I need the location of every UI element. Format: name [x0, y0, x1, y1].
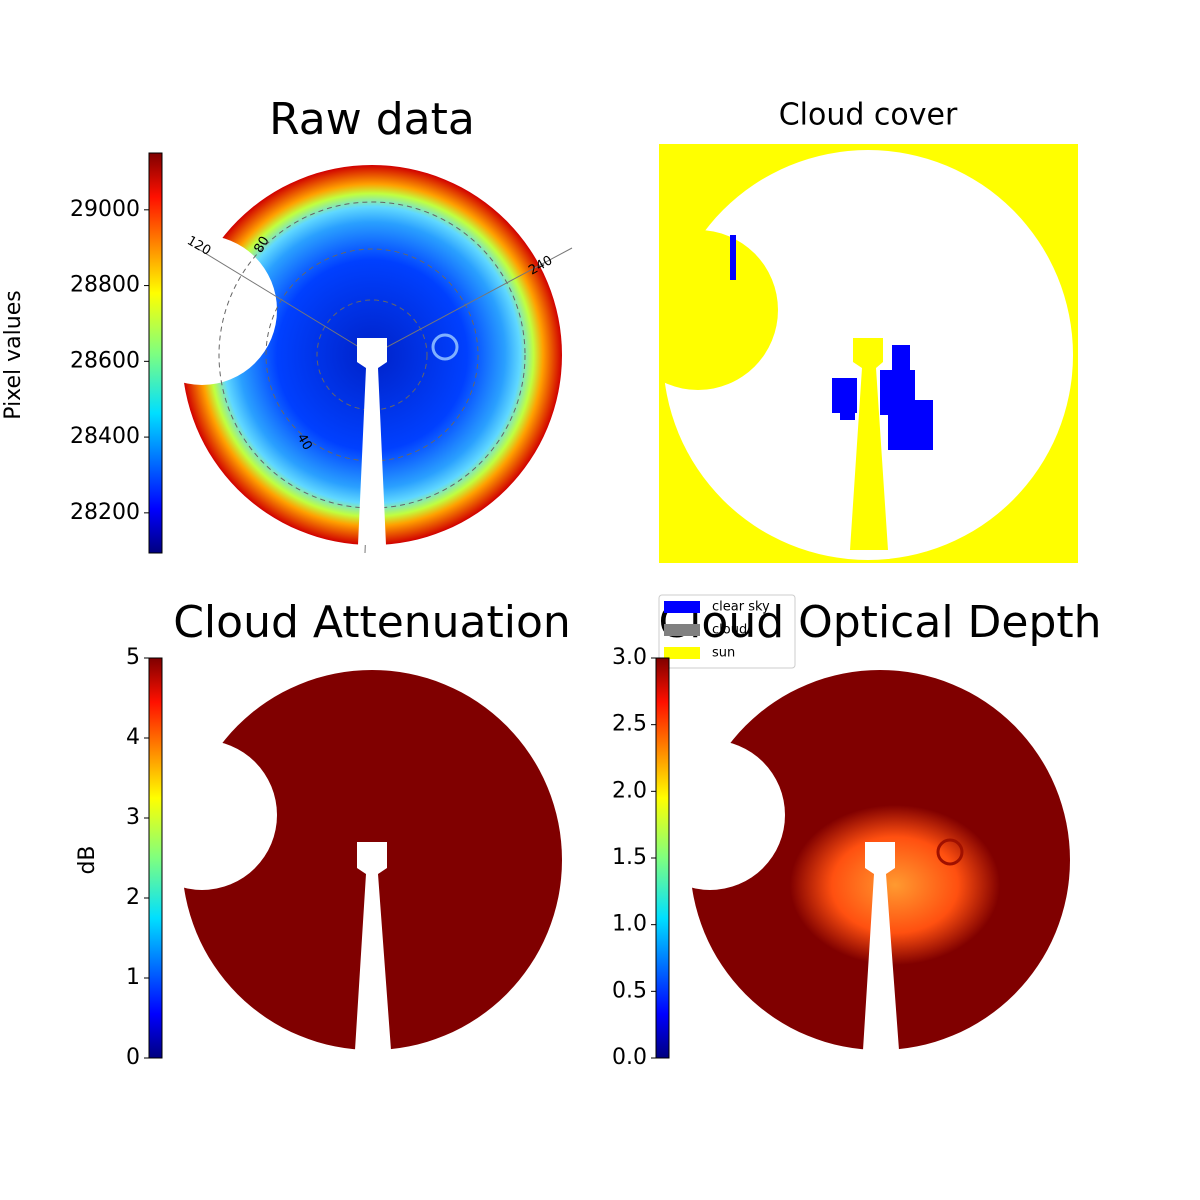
tick-label: 0 [126, 1045, 140, 1070]
tick-label: 1 [126, 965, 140, 990]
tick-label: 5 [126, 645, 140, 670]
legend-swatch [664, 601, 700, 613]
tick-label: 3.0 [612, 645, 647, 670]
attenuation-image [127, 670, 562, 1050]
chart-title: Cloud Optical Depth [658, 597, 1101, 648]
tick-label: 28600 [70, 348, 140, 373]
optical-depth-image [635, 670, 1070, 1050]
tick-label: 28800 [70, 273, 140, 298]
colorbar [148, 152, 163, 554]
annotation: 40 [294, 431, 315, 453]
chart-title: Cloud Attenuation [173, 597, 571, 648]
annotation: 80 [252, 234, 273, 256]
raw-image [127, 165, 573, 554]
legend-swatch [664, 624, 700, 636]
tick-label: 2 [126, 885, 140, 910]
legend-label: cloud [712, 623, 747, 638]
tick-label: 28200 [70, 500, 140, 525]
tick-label: 28400 [70, 424, 140, 449]
colorbar-label: dB [75, 845, 100, 874]
chart-title: Raw data [269, 94, 475, 145]
tick-label: 4 [126, 725, 140, 750]
tick-label: 0.5 [612, 978, 647, 1003]
tick-label: 0.0 [612, 1045, 647, 1070]
colorbar [148, 657, 163, 1059]
legend-label: clear sky [712, 600, 770, 615]
legend-label: sun [712, 646, 735, 661]
cloud-cover-image [659, 144, 1078, 563]
colorbar [655, 657, 670, 1059]
chart-title: Cloud cover [779, 98, 958, 133]
tick-label: 3 [126, 805, 140, 830]
tick-label: 29000 [70, 197, 140, 222]
tick-label: 1.5 [612, 845, 647, 870]
tick-label: 2.5 [612, 712, 647, 737]
tick-label: 1.0 [612, 912, 647, 937]
colorbar-label: Pixel values [1, 290, 26, 419]
legend-swatch [664, 647, 700, 659]
tick-label: 2.0 [612, 778, 647, 803]
